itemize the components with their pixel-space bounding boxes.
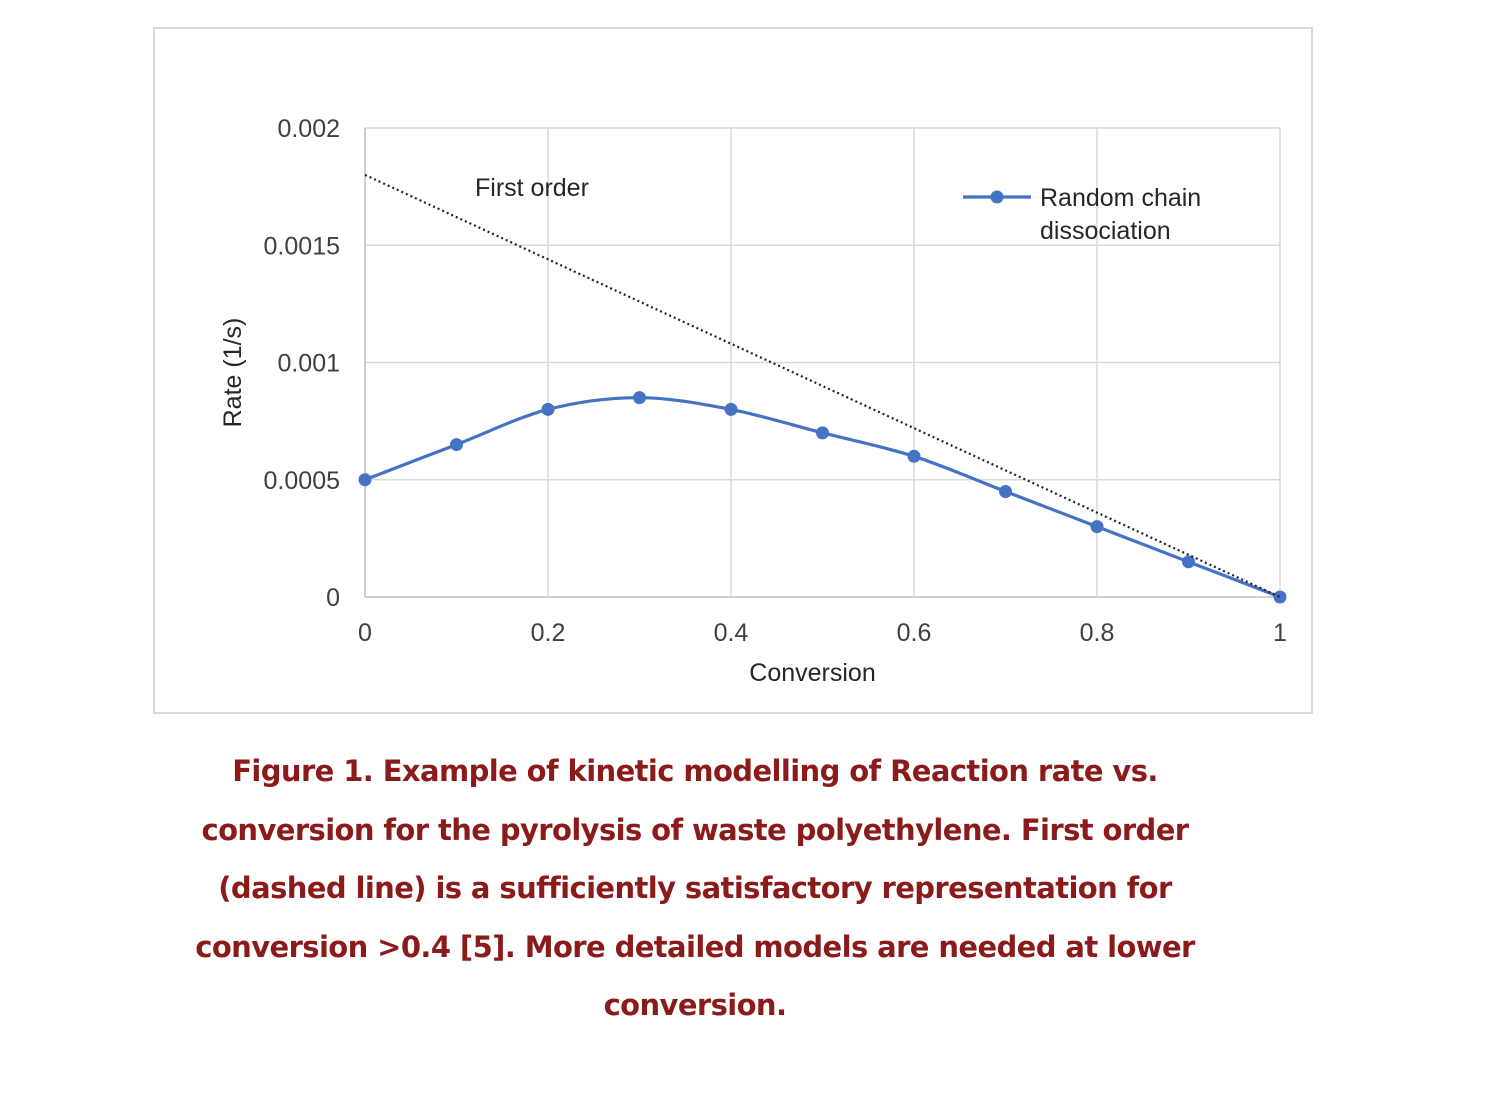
caption-line-3: (dashed line) is a sufficiently satisfac… xyxy=(218,871,1172,905)
caption-line-4: conversion >0.4 [5]. More detailed model… xyxy=(195,929,1195,964)
legend-label: Random chain xyxy=(1040,184,1201,212)
x-tick-label: 0.2 xyxy=(531,619,566,647)
y-tick-label: 0.0015 xyxy=(264,232,340,260)
y-tick-label: 0.001 xyxy=(277,350,340,378)
y-tick-label: 0.002 xyxy=(277,115,340,143)
caption-line-1: Figure 1. Example of kinetic modelling o… xyxy=(232,754,1158,788)
legend-label: dissociation xyxy=(1040,217,1171,245)
data-point xyxy=(1182,555,1195,569)
figure-caption: Figure 1. Example of kinetic modelling o… xyxy=(150,742,1240,1035)
data-point xyxy=(450,438,463,452)
data-point xyxy=(358,473,372,487)
caption-line-2: conversion for the pyrolysis of waste po… xyxy=(201,812,1190,847)
caption-line-5: conversion. xyxy=(603,988,787,1022)
x-tick-label: 0.4 xyxy=(714,619,749,647)
first-order-label: First order xyxy=(475,174,589,202)
x-axis-label: Conversion xyxy=(749,659,875,687)
line-chart: 0 0.0005 0.001 0.0015 0.002 0 0.2 0.4 0.6 0.8 1 Con… xyxy=(219,115,1287,687)
x-tick-label: 0.8 xyxy=(1080,619,1115,647)
y-tick-label: 0 xyxy=(326,584,340,612)
y-tick-label: 0.0005 xyxy=(264,467,340,495)
x-tick-label: 0.6 xyxy=(897,619,932,647)
data-point xyxy=(541,402,555,416)
chart-frame: 0 0.0005 0.001 0.0015 0.002 0 0.2 0.4 0.6 0.8 1 Con… xyxy=(153,27,1313,714)
y-axis-label: Rate (1/s) xyxy=(219,318,247,428)
data-point xyxy=(1090,520,1104,534)
data-point xyxy=(816,426,829,440)
data-point xyxy=(633,391,646,405)
data-point xyxy=(724,402,738,416)
legend-marker xyxy=(990,190,1004,204)
x-tick-label: 0 xyxy=(358,619,372,647)
x-tick-label: 1 xyxy=(1273,619,1287,647)
data-point xyxy=(999,484,1012,498)
data-point xyxy=(907,449,921,463)
data-point xyxy=(1273,590,1287,604)
